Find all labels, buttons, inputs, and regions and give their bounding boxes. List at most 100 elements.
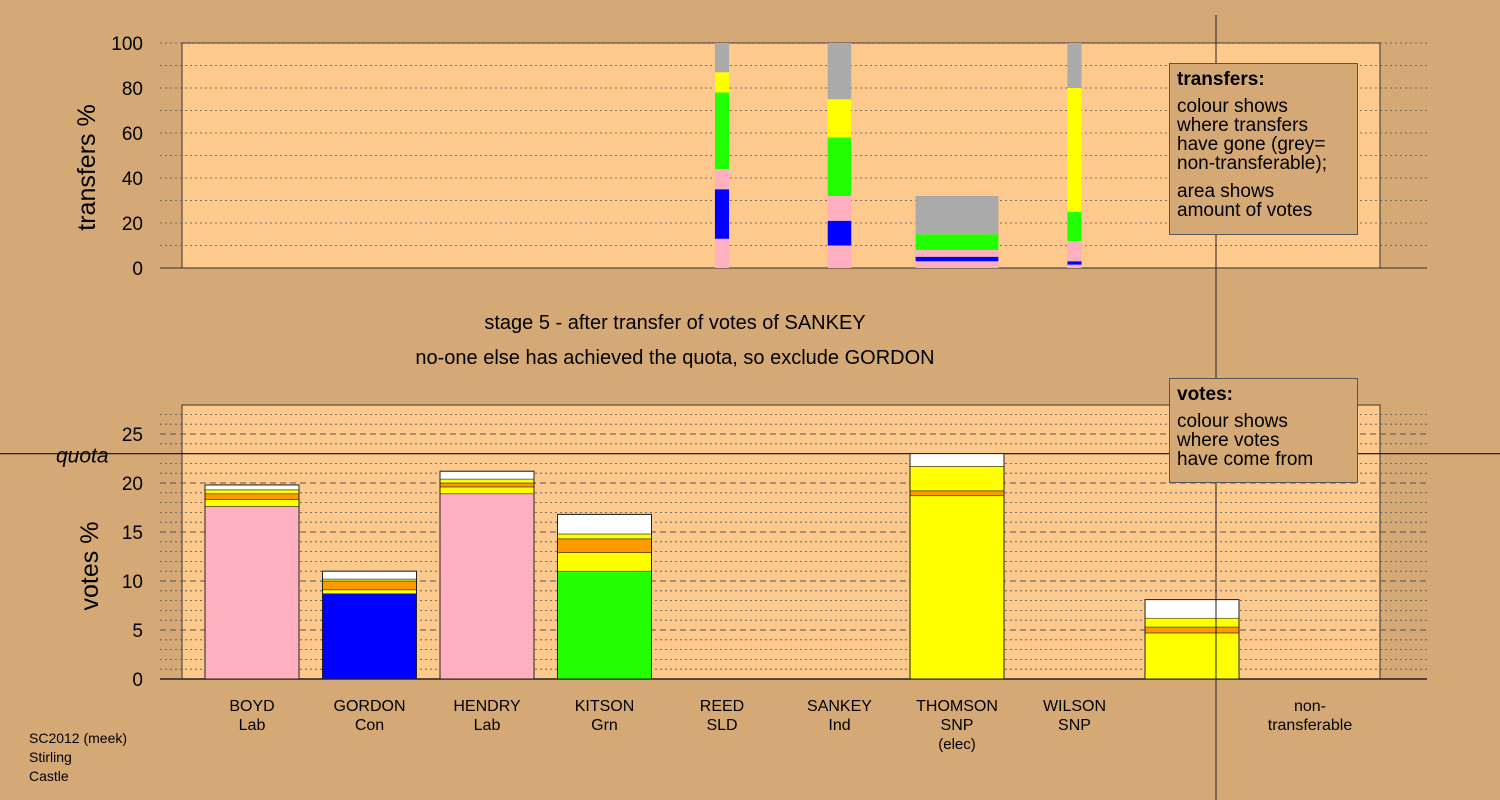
- candidate-label-party: Lab: [473, 717, 501, 734]
- vote-segment: [557, 533, 652, 540]
- transfers-legend-title: transfers:: [1177, 69, 1265, 90]
- vote-bar-outline: [909, 453, 1005, 680]
- transfer-segment: [714, 43, 730, 73]
- votes-legend-text: where votes: [1177, 430, 1280, 451]
- vote-bar-outline: [322, 570, 417, 680]
- transfer-segment: [915, 256, 999, 262]
- vote-segment: [204, 484, 300, 491]
- transfer-segment: [915, 196, 999, 235]
- candidate-label: WILSON SNP: [1015, 697, 1135, 735]
- transfers-y-tick: 60: [122, 124, 143, 145]
- votes-y-axis-label: votes %: [76, 522, 104, 611]
- candidate-label-name: KITSON: [574, 698, 635, 715]
- transfer-segment: [827, 196, 852, 221]
- vote-segment: [1144, 626, 1240, 634]
- transfer-segment: [915, 234, 999, 250]
- candidate-label-name: non-: [1293, 698, 1327, 715]
- candidate-label-party: Ind: [828, 717, 851, 734]
- transfer-segment: [1067, 211, 1082, 241]
- transfers-y-tick: 40: [122, 169, 143, 190]
- vote-segment: [439, 470, 535, 480]
- candidate-label-name: WILSON: [1042, 698, 1107, 715]
- transfer-segment: [714, 189, 730, 239]
- candidate-label-party: SNP: [1058, 717, 1091, 734]
- transfers-y-tick: 100: [111, 34, 143, 55]
- candidate-label-party: SNP: [940, 717, 974, 734]
- transfer-segment: [1067, 264, 1082, 268]
- transfer-segment: [1067, 43, 1082, 88]
- vote-segment: [439, 486, 535, 495]
- vote-segment: [909, 466, 1005, 492]
- vote-segment: [204, 493, 300, 500]
- transfer-segment: [827, 43, 852, 100]
- transfers-legend: transfers: colour shows where transfers …: [1169, 63, 1358, 235]
- source-footer: SC2012 (meek) Stirling Castle: [29, 729, 127, 786]
- candidate-label-name: HENDRY: [453, 698, 521, 715]
- vote-segment: [1144, 599, 1240, 619]
- candidate-label-name: GORDON: [333, 698, 406, 715]
- candidate-label-party: transferable: [1267, 717, 1353, 734]
- vote-segment: [322, 593, 417, 680]
- transfer-segment: [1067, 88, 1082, 212]
- candidate-label-name: SANKEY: [807, 698, 872, 715]
- vote-segment: [1144, 632, 1240, 680]
- transfer-segment: [1067, 261, 1082, 265]
- transfers-legend-text: area shows: [1177, 181, 1275, 202]
- votes-y-tick: 5: [132, 621, 143, 642]
- votes-y-tick: 10: [122, 572, 143, 593]
- transfer-segment: [915, 261, 999, 268]
- vote-segment: [557, 552, 652, 572]
- transfer-segment: [827, 137, 852, 196]
- candidate-label: KITSON Grn: [545, 697, 665, 735]
- vote-segment: [439, 478, 535, 484]
- vote-segment: [439, 493, 535, 680]
- vote-segment: [557, 514, 652, 535]
- transfers-legend-text: colour shows: [1177, 96, 1288, 117]
- candidate-label: THOMSON SNP (elec): [897, 697, 1017, 754]
- votes-y-tick: 20: [122, 474, 143, 495]
- candidate-label: GORDON Con: [310, 697, 430, 735]
- vote-segment: [909, 453, 1005, 467]
- candidate-label-name: BOYD: [229, 698, 275, 715]
- candidate-label: BOYD Lab: [192, 697, 312, 735]
- vote-segment: [322, 570, 417, 580]
- vote-segment: [909, 495, 1005, 680]
- candidate-label-party: Con: [354, 717, 385, 734]
- transfers-y-tick: 20: [122, 214, 143, 235]
- transfer-segment: [915, 250, 999, 257]
- footer-line: SC2012 (meek): [29, 730, 128, 746]
- transfers-legend-text: amount of votes: [1177, 200, 1313, 221]
- votes-legend: votes: colour shows where votes have com…: [1169, 378, 1358, 483]
- candidate-label-party: SLD: [706, 717, 738, 734]
- votes-legend-title: votes:: [1177, 384, 1233, 405]
- vote-segment: [322, 589, 417, 595]
- vote-segment: [909, 490, 1005, 497]
- transfers-legend-text: non-transferable);: [1177, 153, 1327, 174]
- candidate-label-extra: (elec): [938, 736, 976, 753]
- transfer-segment: [827, 99, 852, 138]
- votes-y-tick: 15: [122, 523, 143, 544]
- candidate-label: non-transferable: [1250, 697, 1370, 735]
- transfer-segment: [714, 169, 730, 190]
- votes-legend-text: have come from: [1177, 449, 1314, 470]
- vote-segment: [204, 489, 300, 495]
- transfer-segment: [1067, 241, 1082, 262]
- candidate-label: HENDRY Lab: [427, 697, 547, 735]
- transfers-y-tick: 80: [122, 79, 143, 100]
- transfer-segment: [714, 238, 730, 268]
- transfers-legend-text: where transfers: [1177, 115, 1308, 136]
- transfers-legend-text: have gone (grey=: [1177, 134, 1326, 155]
- vote-segment: [322, 580, 417, 591]
- candidate-label-party: Lab: [238, 717, 266, 734]
- vote-segment: [557, 538, 652, 553]
- vote-bar-outline: [439, 470, 535, 680]
- transfers-y-tick: 0: [132, 259, 143, 280]
- votes-legend-text: colour shows: [1177, 411, 1288, 432]
- stage-title: stage 5 - after transfer of votes of SAN…: [484, 312, 866, 334]
- vote-segment: [1144, 617, 1240, 628]
- vote-segment: [204, 499, 300, 507]
- transfers-y-axis-label: transfers %: [73, 104, 101, 230]
- candidate-label-name: THOMSON: [916, 698, 998, 715]
- transfer-segment: [827, 245, 852, 268]
- footer-line: Castle: [29, 768, 69, 784]
